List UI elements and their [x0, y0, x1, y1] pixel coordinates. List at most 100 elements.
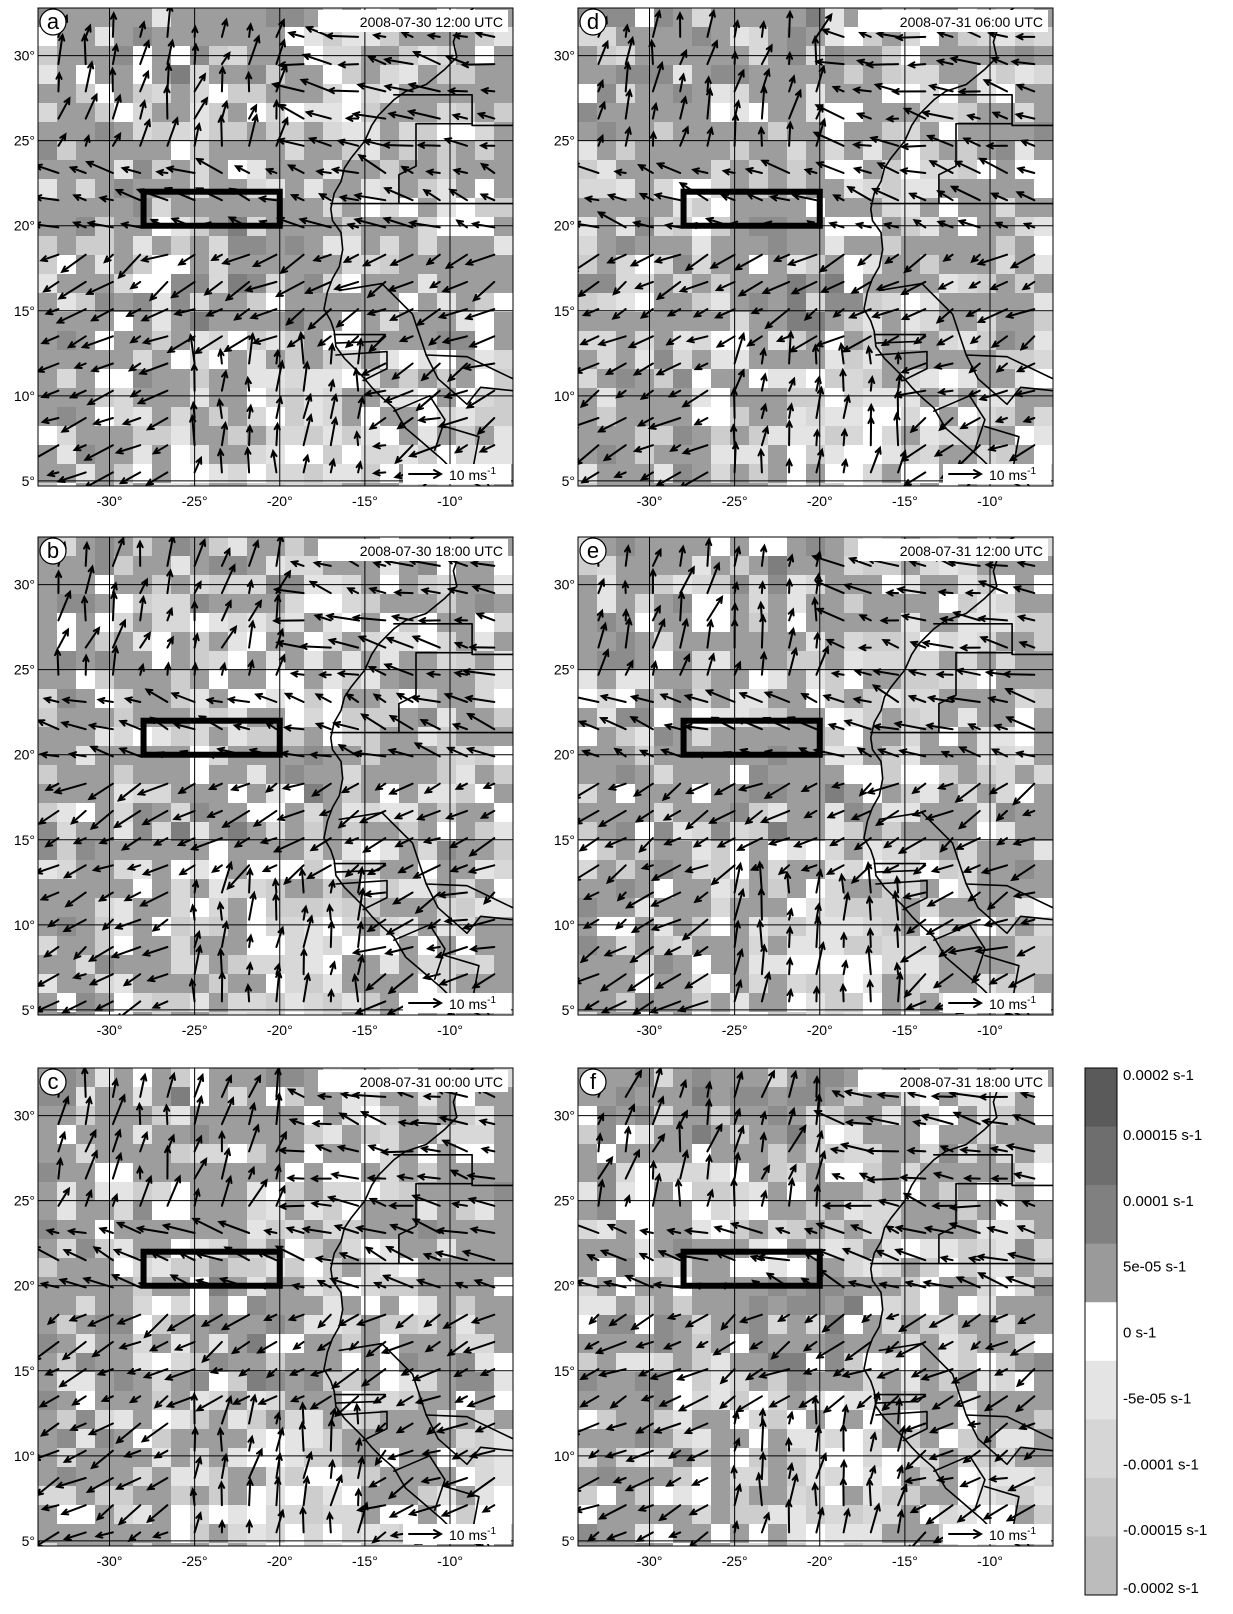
lat-tick-label: 15°: [14, 303, 35, 319]
wind-arrow: [800, 864, 818, 872]
wind-arrow: [312, 560, 332, 568]
wind-arrow: [248, 599, 263, 622]
wind-arrow: [667, 1531, 682, 1538]
wind-arrow: [899, 1174, 927, 1182]
country-border: [335, 879, 388, 911]
wind-arrow: [244, 446, 252, 474]
wind-arrow: [84, 1095, 93, 1126]
wind-arrow: [927, 83, 954, 93]
wind-arrow: [925, 918, 954, 936]
wind-arrow: [286, 164, 305, 174]
wind-arrow: [624, 1103, 636, 1126]
country-border: [338, 1342, 513, 1440]
wind-arrow: [327, 919, 335, 948]
wind-arrow: [437, 417, 468, 429]
wind-arrow: [913, 335, 927, 345]
wind-arrow: [67, 751, 87, 759]
wind-arrow: [730, 423, 738, 447]
wind-arrow: [193, 944, 203, 976]
lat-tick-label: 5°: [562, 1533, 575, 1549]
lat-tick-label: 20°: [14, 1278, 35, 1294]
wind-arrow: [578, 444, 600, 465]
wind-arrow: [932, 1171, 954, 1180]
wind-arrow: [462, 1340, 496, 1354]
wind-arrow: [978, 157, 1008, 174]
wind-arrow: [468, 837, 496, 857]
country-border: [393, 623, 513, 656]
lon-tick-label: -25°: [722, 1022, 748, 1038]
wind-arrow: [164, 1368, 196, 1381]
wind-arrow: [853, 668, 872, 676]
wind-arrow: [468, 643, 496, 651]
wind-arrow: [865, 1147, 900, 1155]
panel-letter: a: [47, 9, 60, 34]
wind-arrow: [954, 782, 981, 803]
wind-arrow: [732, 1520, 740, 1534]
wind-arrow: [975, 1253, 1008, 1262]
wind-arrow: [983, 1395, 1008, 1412]
wind-arrow: [387, 973, 414, 995]
country-border: [933, 1455, 986, 1512]
wind-arrow: [223, 335, 251, 353]
scale-background: [403, 464, 511, 484]
wind-arrow: [248, 1101, 257, 1126]
wind-arrow: [578, 1224, 600, 1234]
wind-arrow: [949, 185, 981, 202]
wind-arrow: [895, 1396, 903, 1425]
wind-arrow: [1006, 1251, 1036, 1262]
wind-arrow: [925, 722, 954, 731]
wind-arrow: [248, 1074, 262, 1098]
wind-arrow: [813, 428, 821, 447]
wind-arrow: [311, 1120, 332, 1128]
wind-arrow: [83, 134, 91, 147]
wind-arrow: [289, 670, 305, 678]
colorbar-swatch: [1085, 1536, 1117, 1596]
wind-arrow: [667, 1449, 682, 1459]
wind-arrow: [366, 864, 387, 876]
wind-arrow: [903, 973, 927, 999]
wind-arrow: [708, 809, 736, 824]
wind-arrow: [275, 925, 285, 948]
wind-arrow: [272, 892, 280, 921]
wind-arrow: [140, 308, 169, 322]
wind-arrow: [788, 335, 818, 353]
wind-arrow: [877, 1198, 900, 1207]
wind-arrow: [582, 918, 600, 929]
wind-arrow: [444, 54, 468, 66]
wind-arrow: [248, 890, 257, 921]
wind-arrow: [411, 1368, 441, 1382]
lat-tick-label: 30°: [554, 577, 575, 593]
wind-arrow: [57, 1186, 71, 1207]
wind-arrow: [902, 107, 927, 120]
wind-arrow: [207, 782, 223, 791]
wind-arrow: [193, 72, 207, 93]
wind-arrow: [192, 878, 200, 894]
wind-arrow: [62, 918, 87, 933]
wind-arrow: [621, 579, 630, 595]
wind-arrow: [815, 447, 825, 474]
wind-arrow: [337, 61, 360, 69]
wind-arrow: [326, 87, 360, 95]
wind-arrow: [333, 1224, 360, 1234]
wind-arrow: [217, 900, 225, 921]
wind-arrow: [760, 425, 770, 447]
wind-arrow: [165, 1395, 196, 1408]
wind-arrow: [40, 417, 60, 425]
wind-arrow: [336, 138, 360, 147]
wind-arrow: [117, 253, 142, 280]
wind-arrow: [360, 1111, 387, 1126]
wind-arrow: [165, 62, 173, 93]
wind-arrow: [665, 1477, 682, 1487]
wind-arrow: [420, 362, 441, 382]
lat-tick-label: 5°: [22, 473, 35, 489]
wind-arrow: [851, 141, 872, 149]
wind-arrow: [622, 23, 631, 38]
wind-arrow: [259, 837, 278, 845]
wind-arrow: [579, 1395, 600, 1408]
wind-arrow: [111, 131, 122, 147]
wind-arrow: [798, 1395, 818, 1409]
colorbar-swatch: [1085, 1477, 1117, 1537]
wind-arrow: [713, 782, 736, 796]
wind-arrow: [704, 689, 736, 703]
